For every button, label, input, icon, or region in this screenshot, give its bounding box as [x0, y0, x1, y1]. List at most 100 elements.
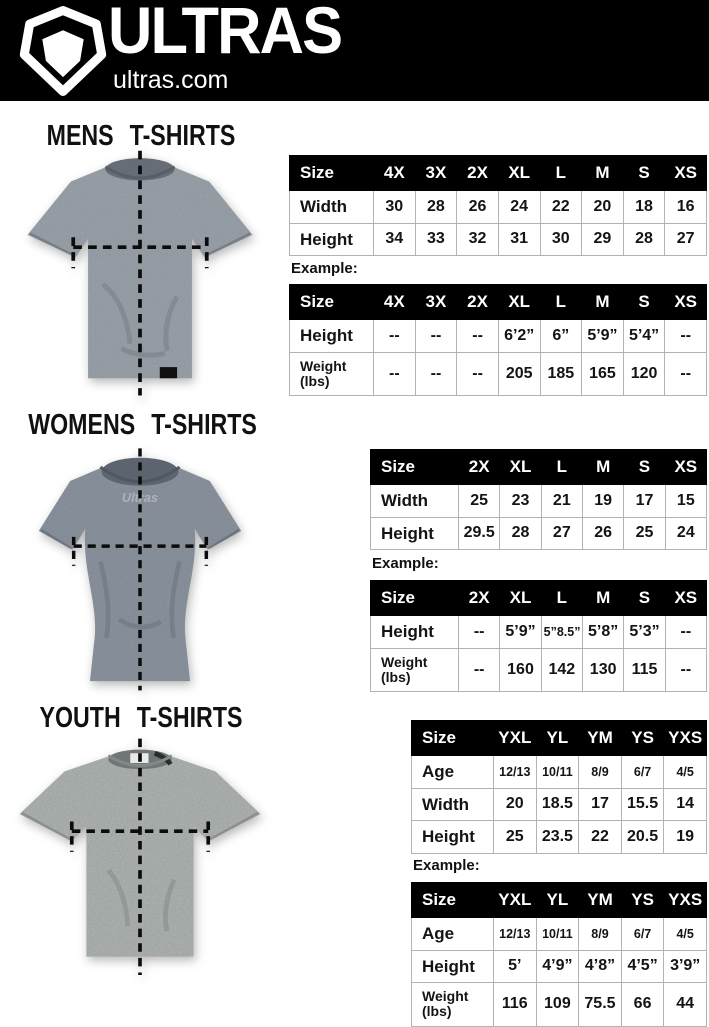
table-header-cell: S — [623, 580, 666, 616]
example-label-womens: Example: — [372, 555, 439, 572]
table-cell: 31 — [497, 222, 541, 257]
table-row: Height -- 5’9” 5”8.5” 5’8” 5’3” -- — [370, 615, 708, 649]
table-row: Width 30 28 26 24 22 20 18 16 — [289, 190, 707, 224]
row-label-cell: Weight (lbs) — [370, 647, 459, 693]
table-cell: 25 — [623, 516, 666, 551]
table-header-cell: 2X — [456, 155, 499, 191]
table-cell: 10/11 — [535, 755, 580, 789]
table-cell: 6’2” — [497, 319, 541, 353]
table-cell: 4’9” — [535, 949, 580, 984]
table-header-cell: YL — [535, 882, 580, 918]
table-cell: 205 — [497, 351, 541, 397]
table-cell: 4’5” — [620, 949, 665, 984]
table-row: Weight (lbs) -- 160 142 130 115 -- — [370, 647, 708, 693]
example-label-mens: Example: — [291, 260, 358, 277]
table-row: Width 25 23 21 19 17 15 — [370, 484, 708, 518]
table-cell: 4/5 — [663, 917, 707, 951]
table-header-cell: 3X — [414, 284, 458, 320]
table-cell: 12/13 — [493, 917, 537, 951]
row-label-cell: Age — [411, 917, 494, 951]
table-header-cell: L — [540, 449, 583, 485]
size-column-header: Size — [370, 449, 459, 485]
table-header-row: Size YXL YL YM YS YXS — [411, 882, 707, 918]
table-cell: 5’9” — [581, 319, 624, 353]
table-header-cell: XS — [664, 580, 708, 616]
youth-size-table: Size YXL YL YM YS YXS Age 12/13 10/11 8/9 6/7 4/5 Wi… — [411, 720, 707, 854]
shirt-wrinkle — [169, 560, 182, 639]
table-cell: 21 — [540, 484, 583, 518]
table-row: Height 29.5 28 27 26 25 24 — [370, 516, 708, 551]
row-label-cell: Age — [411, 755, 494, 789]
table-header-cell: L — [539, 155, 583, 191]
table-cell: 14 — [663, 787, 707, 822]
table-header-cell: 2X — [457, 449, 501, 485]
row-label-cell: Height — [289, 222, 374, 257]
table-cell: 6/7 — [620, 755, 665, 789]
table-cell: -- — [664, 351, 707, 397]
table-header-cell: M — [581, 284, 624, 320]
table-cell: 34 — [373, 222, 416, 257]
table-header-cell: YXL — [493, 882, 537, 918]
table-cell: 27 — [540, 516, 583, 551]
table-cell: 28 — [499, 516, 542, 551]
table-header-cell: XS — [664, 449, 708, 485]
sleeve-seam — [29, 232, 76, 257]
table-cell: 17 — [623, 484, 666, 518]
table-cell: 6/7 — [620, 917, 665, 951]
table-cell: 29.5 — [457, 516, 501, 551]
table-row: Height -- -- -- 6’2” 6” 5’9” 5’4” -- — [289, 319, 707, 353]
table-header-cell: 2X — [456, 284, 499, 320]
shirt-wrinkle — [162, 878, 177, 932]
sleeve-seam — [40, 528, 72, 550]
table-header-cell: 2X — [457, 580, 501, 616]
table-cell: 19 — [663, 820, 707, 854]
table-header-cell: YXL — [493, 720, 537, 756]
table-cell: -- — [664, 319, 707, 353]
table-cell: 33 — [414, 222, 458, 257]
table-header-row: Size 2X XL L M S XS — [370, 449, 708, 485]
table-cell: 8/9 — [578, 917, 622, 951]
table-cell: 26 — [456, 190, 499, 224]
row-label-cell: Width — [411, 787, 494, 822]
mens-size-table: Size 4X 3X 2X XL L M S XS Width 30 28 26 24 22 20 18 16 He… — [289, 155, 707, 257]
table-cell: 44 — [663, 982, 707, 1027]
table-cell: 115 — [623, 647, 666, 693]
table-cell: 20 — [581, 190, 624, 224]
table-header-cell: YM — [578, 882, 622, 918]
table-header-cell: YXS — [663, 720, 707, 756]
table-cell: 24 — [497, 190, 541, 224]
table-row: Width 20 18.5 17 15.5 14 — [411, 787, 707, 822]
table-cell: 17 — [578, 787, 622, 822]
table-cell: 24 — [664, 516, 708, 551]
row-label-cell: Height — [370, 615, 459, 649]
table-cell: 185 — [539, 351, 583, 397]
section-title-womens: WOMENS T-SHIRTS — [28, 409, 257, 441]
table-cell: 6” — [539, 319, 583, 353]
table-header-cell: M — [581, 449, 625, 485]
table-header-cell: XS — [664, 284, 707, 320]
table-header-cell: S — [623, 449, 666, 485]
table-cell: 160 — [499, 647, 542, 693]
table-cell: 4’8” — [578, 949, 622, 984]
table-cell: 28 — [414, 190, 458, 224]
size-column-header: Size — [289, 155, 374, 191]
table-row: Height 5’ 4’9” 4’8” 4’5” 3’9” — [411, 949, 707, 984]
table-header-cell: XL — [499, 580, 542, 616]
table-cell: 30 — [539, 222, 583, 257]
table-header-cell: M — [581, 155, 624, 191]
logo-outer-shield — [19, 6, 107, 96]
table-header-cell: L — [539, 284, 583, 320]
sleeve-seam — [204, 232, 251, 257]
table-cell: 130 — [581, 647, 625, 693]
table-row: Height 34 33 32 31 30 29 28 27 — [289, 222, 707, 257]
table-cell: 75.5 — [578, 982, 622, 1027]
table-cell: 5’3” — [623, 615, 666, 649]
mens-example-table: Size 4X 3X 2X XL L M S XS Height -- -- -- 6’2” 6” 5’9” 5… — [289, 284, 707, 397]
table-header-cell: XS — [664, 155, 707, 191]
table-cell: 18 — [622, 190, 666, 224]
table-header-cell: 4X — [373, 284, 416, 320]
mens-shirt-collar-rib — [104, 165, 176, 180]
logo-inner-pentagon — [42, 30, 84, 78]
table-header-row: Size 4X 3X 2X XL L M S XS — [289, 155, 707, 191]
table-cell: 66 — [620, 982, 665, 1027]
